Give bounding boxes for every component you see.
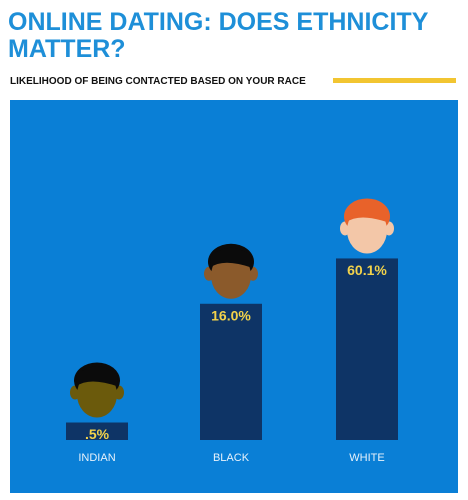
x-tick-label: WHITE xyxy=(349,452,384,464)
bar xyxy=(66,422,128,440)
bar xyxy=(200,303,262,440)
value-label: 60.1% xyxy=(347,262,387,278)
chart-subtitle: LIKELIHOOD OF BEING CONTACTED BASED ON Y… xyxy=(10,76,306,87)
bar xyxy=(336,258,398,440)
chart-title: ONLINE DATING: DOES ETHNICITY MATTER? xyxy=(8,8,429,63)
value-label: .5% xyxy=(85,426,110,442)
x-tick-label: INDIAN xyxy=(78,452,115,464)
face-hair xyxy=(76,366,118,387)
x-tick-label: BLACK xyxy=(213,452,250,464)
accent-line xyxy=(333,78,456,83)
face-hair xyxy=(346,202,388,223)
face-hair xyxy=(210,247,252,268)
value-label: 16.0% xyxy=(211,307,251,323)
